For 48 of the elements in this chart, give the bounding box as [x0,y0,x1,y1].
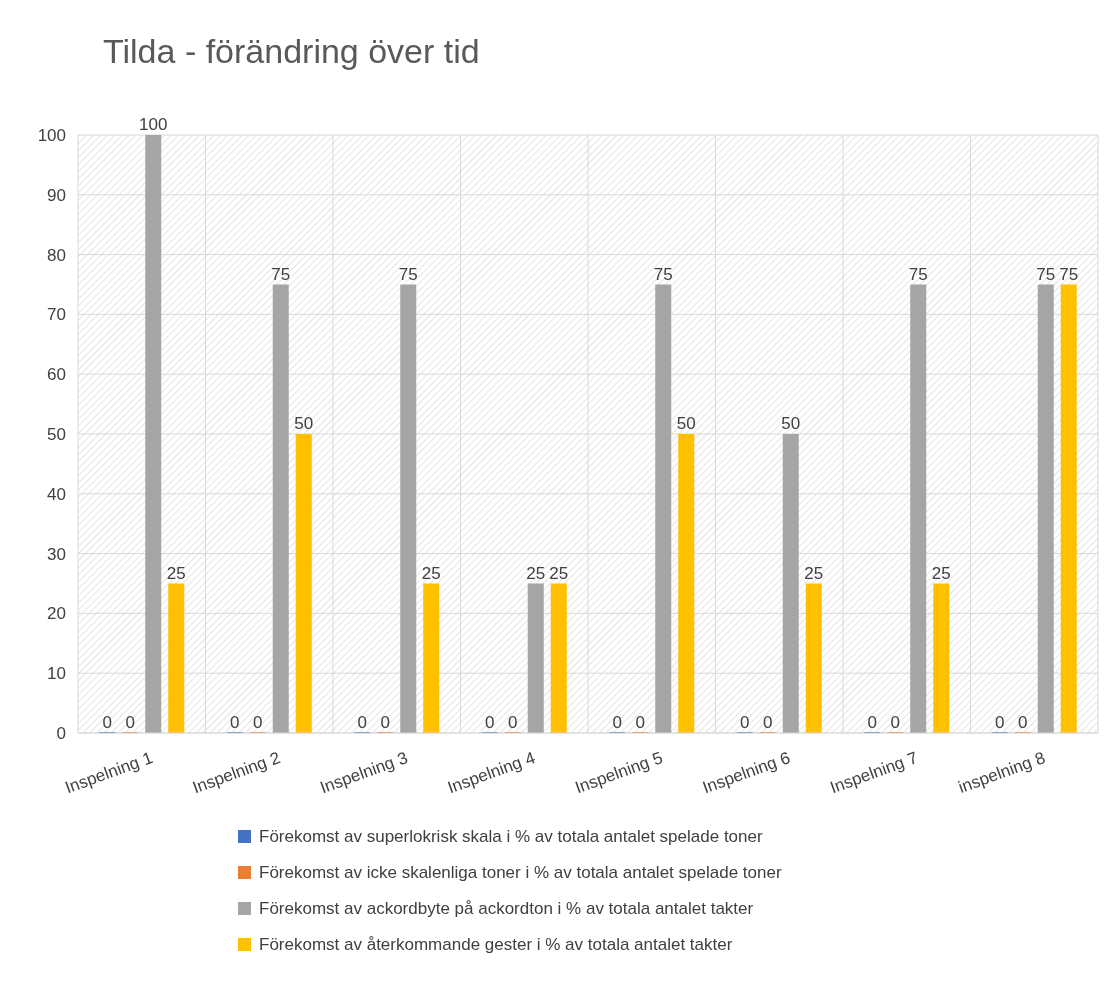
data-label: 75 [1059,264,1079,284]
data-label: 0 [102,713,112,732]
data-label: 75 [908,264,928,284]
legend-label: Förekomst av ackordbyte på ackordton i % av totala antalet takter [259,898,754,918]
y-tick-label: 100 [37,125,66,145]
data-label: 0 [125,713,135,732]
chart-title: Tilda - förändring över tid [103,32,480,70]
data-label: 25 [421,563,441,583]
data-label: 0 [253,713,263,732]
data-label: 0 [380,713,390,732]
legend-label: Förekomst av icke skalenliga toner i % av totala antalet spelade toner [259,862,782,882]
y-tick-label: 80 [47,245,66,265]
data-label: 0 [230,713,240,732]
data-label: 25 [166,563,186,583]
data-label: 25 [931,563,951,583]
y-tick-label: 30 [47,544,66,564]
data-label: 75 [271,264,291,284]
y-tick-label: 40 [47,484,66,504]
data-label: 0 [357,713,367,732]
data-label: 0 [995,713,1005,732]
data-label: 0 [485,713,495,732]
y-tick-label: 90 [47,185,66,205]
data-label: 0 [763,713,773,732]
data-label: 0 [740,713,750,732]
data-label: 100 [139,115,168,134]
data-label: 25 [526,563,546,583]
data-label: 25 [549,563,569,583]
y-tick-label: 60 [47,365,66,385]
data-label: 0 [635,713,645,732]
y-tick-label: 70 [47,305,66,325]
y-tick-label: 50 [47,424,66,444]
legend-label: Förekomst av återkommande gester i % av totala antalet takter [259,934,733,954]
data-label: 50 [676,414,696,433]
legend-label: Förekomst av superlokrisk skala i % av totala antalet spelade toner [259,826,763,846]
y-tick-label: 0 [56,723,66,743]
data-label: 50 [781,414,801,433]
data-label: 75 [1036,264,1056,284]
data-label: 0 [508,713,518,732]
data-label: 0 [612,713,622,732]
data-label: 50 [294,414,314,433]
data-label: 0 [867,713,877,732]
data-label: 0 [1018,713,1028,732]
data-label: 75 [653,264,673,284]
y-tick-label: 10 [47,664,66,684]
y-tick-label: 20 [47,604,66,624]
data-label: 25 [804,563,824,583]
data-label: 0 [890,713,900,732]
data-label: 75 [398,264,418,284]
